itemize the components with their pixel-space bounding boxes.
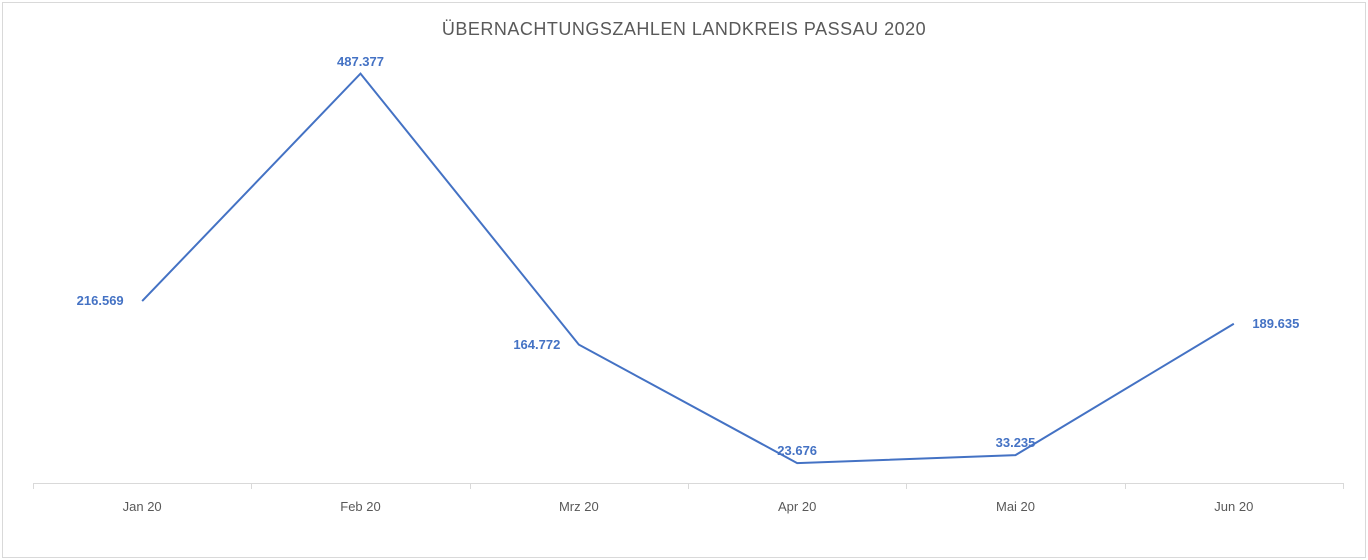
x-tick-label: Mrz 20 (559, 499, 599, 514)
plot-area: Jan 20Feb 20Mrz 20Apr 20Mai 20Jun 20216.… (33, 63, 1343, 483)
data-label: 33.235 (996, 435, 1036, 450)
x-axis-tick (1125, 483, 1126, 489)
data-label: 487.377 (337, 54, 384, 69)
x-axis-tick (33, 483, 34, 489)
data-label: 189.635 (1252, 316, 1299, 331)
series-line (142, 74, 1234, 464)
x-axis-tick (251, 483, 252, 489)
data-label: 216.569 (77, 293, 124, 308)
chart-title: ÜBERNACHTUNGSZAHLEN LANDKREIS PASSAU 202… (3, 19, 1365, 40)
line-series (33, 63, 1343, 483)
chart-frame: ÜBERNACHTUNGSZAHLEN LANDKREIS PASSAU 202… (2, 2, 1366, 558)
x-tick-label: Jan 20 (123, 499, 162, 514)
x-tick-label: Feb 20 (340, 499, 380, 514)
x-tick-label: Apr 20 (778, 499, 816, 514)
x-tick-label: Jun 20 (1214, 499, 1253, 514)
x-tick-label: Mai 20 (996, 499, 1035, 514)
x-axis-tick (688, 483, 689, 489)
x-axis-tick (470, 483, 471, 489)
x-axis-tick (906, 483, 907, 489)
data-label: 23.676 (777, 443, 817, 458)
data-label: 164.772 (513, 337, 560, 352)
x-axis-tick (1343, 483, 1344, 489)
